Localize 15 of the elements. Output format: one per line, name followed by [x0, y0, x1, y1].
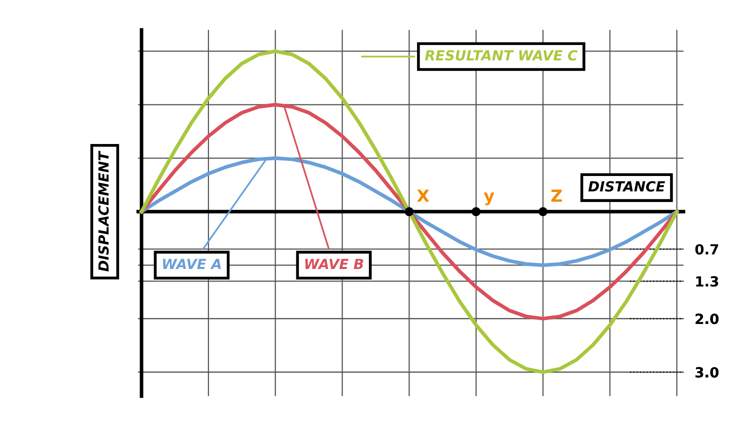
y-tick-label: 0.7	[695, 244, 718, 255]
line-series	[140, 156, 679, 267]
line-series	[140, 49, 679, 374]
text: WAVE B	[305, 258, 364, 269]
x-axis-title: DISTANCE	[588, 181, 666, 192]
annotation: X	[417, 190, 430, 202]
y-tick-label: 2.0	[696, 314, 719, 324]
text: WAVE A	[162, 258, 221, 269]
y-tick-label: 1.3	[696, 276, 718, 287]
legend-label: RESULTANT WAVE C	[424, 50, 578, 61]
annotation: Z	[551, 190, 562, 202]
y-axis-title: DISPLACEMENT	[98, 150, 109, 272]
y-tick-label: 3.0	[696, 367, 719, 378]
annotation: y	[484, 192, 494, 206]
line-series	[140, 102, 679, 320]
